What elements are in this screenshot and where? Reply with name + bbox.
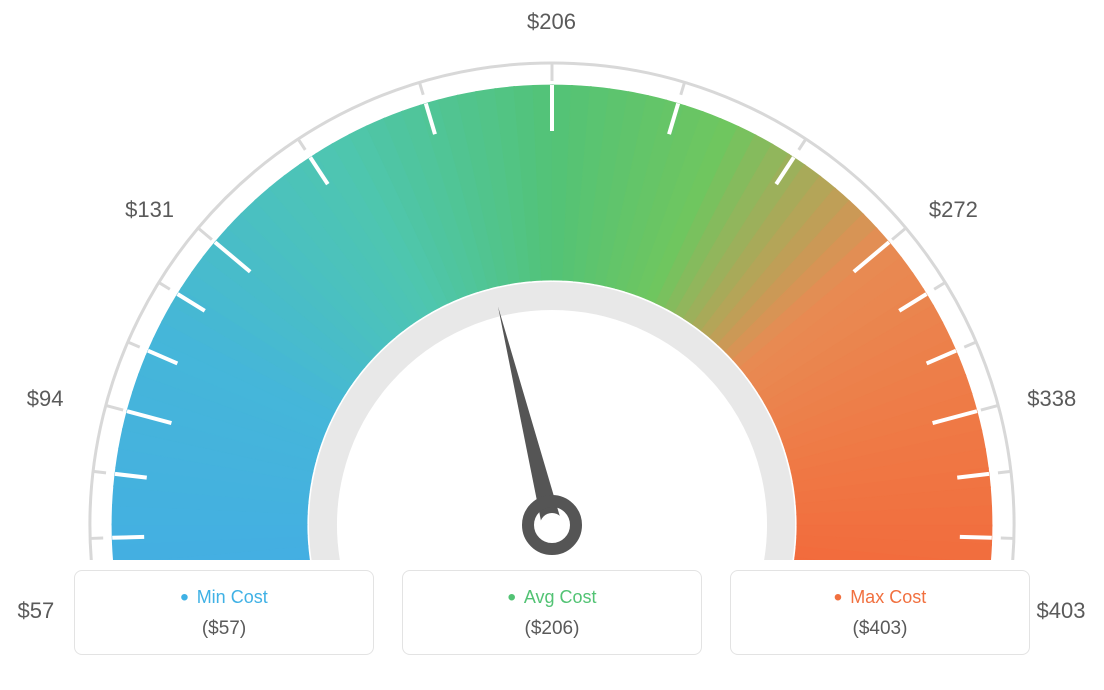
legend-title-min: Min Cost xyxy=(75,587,373,608)
gauge-tick-label: $94 xyxy=(27,386,64,412)
gauge-tick-label: $272 xyxy=(929,197,978,223)
legend-card-max: Max Cost ($403) xyxy=(730,570,1030,655)
gauge-tick-label: $403 xyxy=(1037,598,1086,624)
legend-card-min: Min Cost ($57) xyxy=(74,570,374,655)
legend-value-max: ($403) xyxy=(731,618,1029,640)
gauge-tick-label: $57 xyxy=(17,598,54,624)
gauge-tick-label: $338 xyxy=(1027,386,1076,412)
legend-title-max: Max Cost xyxy=(731,587,1029,608)
legend-value-min: ($57) xyxy=(75,618,373,640)
legend-title-avg: Avg Cost xyxy=(403,587,701,608)
legend-row: Min Cost ($57) Avg Cost ($206) Max Cost … xyxy=(20,570,1084,655)
legend-card-avg: Avg Cost ($206) xyxy=(402,570,702,655)
gauge-tick-label: $131 xyxy=(125,197,174,223)
gauge-svg xyxy=(20,20,1084,560)
legend-value-avg: ($206) xyxy=(403,618,701,640)
gauge-tick-label: $206 xyxy=(527,9,576,35)
cost-gauge-chart: $57$94$131$206$272$338$403 xyxy=(20,20,1084,560)
